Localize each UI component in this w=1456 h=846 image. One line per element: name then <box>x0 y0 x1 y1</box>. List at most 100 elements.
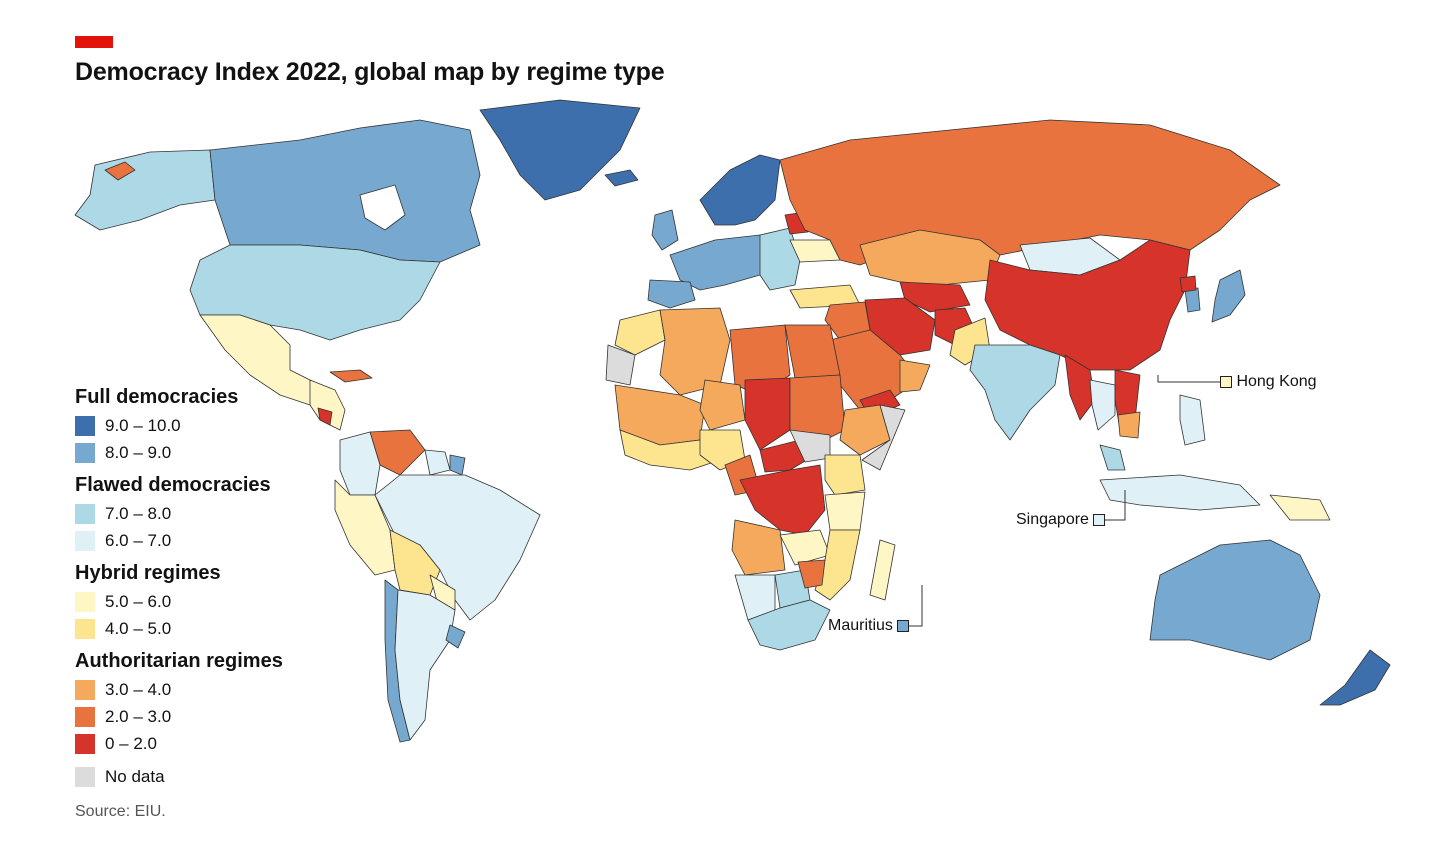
region-guyana <box>424 449 451 476</box>
singapore-leader <box>1102 490 1126 521</box>
region-morocco <box>614 309 666 356</box>
legend-swatch <box>75 530 95 551</box>
legend-group: Authoritarian regimes 3.0 – 4.0 2.0 – 3.0 0… <box>75 648 315 757</box>
legend-item: 6.0 – 7.0 <box>75 527 315 554</box>
legend-group: Hybrid regimes 5.0 – 6.0 4.0 – 5.0 <box>75 560 315 642</box>
legend-item: 9.0 – 10.0 <box>75 412 315 439</box>
legend-item-label: 2.0 – 3.0 <box>105 706 172 726</box>
region-japan <box>1211 269 1246 323</box>
region-somalia <box>861 404 906 471</box>
legend-item-label: 0 – 2.0 <box>105 733 157 753</box>
callout-hong-kong: Hong Kong <box>1220 373 1317 391</box>
callout-singapore: Singapore <box>1016 511 1106 529</box>
accent-bar <box>75 36 113 48</box>
region-cambodia <box>1117 411 1141 439</box>
legend-swatch <box>75 591 95 612</box>
legend-group: Flawed democracies 7.0 – 8.0 6.0 – 7.0 <box>75 472 315 554</box>
legend-item: 3.0 – 4.0 <box>75 676 315 703</box>
legend-swatch <box>75 733 95 754</box>
region-iceland <box>604 169 639 187</box>
region-egypt <box>784 324 841 379</box>
region-western-sahara <box>605 344 636 386</box>
legend-item: 7.0 – 8.0 <box>75 500 315 527</box>
region-new-zealand <box>1319 649 1391 706</box>
region-eastern-europe <box>759 227 801 291</box>
region-scandinavia <box>699 154 781 226</box>
legend-heading: Flawed democracies <box>75 474 271 496</box>
legend-swatch <box>75 706 95 727</box>
legend-item: 4.0 – 5.0 <box>75 615 315 642</box>
region-argentina <box>394 589 456 741</box>
region-central-america <box>309 379 346 431</box>
legend-item: 5.0 – 6.0 <box>75 588 315 615</box>
region-suriname <box>449 454 466 476</box>
region-algeria <box>659 307 731 396</box>
legend-item-label: 4.0 – 5.0 <box>105 618 172 638</box>
map-title: Democracy Index 2022, global map by regi… <box>75 58 665 86</box>
legend-heading: Hybrid regimes <box>75 562 221 584</box>
legend: Full democracies 9.0 – 10.0 8.0 – 9.0 Flawe… <box>75 384 315 791</box>
region-ethiopia <box>839 404 891 456</box>
region-south-africa <box>747 599 831 651</box>
region-china <box>984 239 1191 371</box>
region-greenland <box>479 99 641 201</box>
region-chad <box>744 377 791 451</box>
callout-mauritius-swatch <box>897 619 910 632</box>
region-drc <box>739 464 826 536</box>
region-uk <box>651 209 679 251</box>
region-png <box>1269 494 1331 521</box>
legend-item-label: 3.0 – 4.0 <box>105 679 172 699</box>
region-nicaragua <box>317 407 333 426</box>
legend-group: Full democracies 9.0 – 10.0 8.0 – 9.0 <box>75 384 315 466</box>
legend-item: 8.0 – 9.0 <box>75 439 315 466</box>
legend-swatch <box>75 618 95 639</box>
region-west-africa-coast <box>619 429 721 471</box>
mauritius-leader <box>908 585 923 627</box>
region-uruguay <box>445 624 466 649</box>
legend-heading: Full democracies <box>75 386 239 408</box>
legend-heading: Authoritarian regimes <box>75 650 283 672</box>
region-niger <box>699 379 746 431</box>
region-indonesia <box>1099 474 1261 511</box>
region-madagascar <box>869 539 896 601</box>
legend-item-label: 6.0 – 7.0 <box>105 530 172 550</box>
region-usa <box>189 244 441 341</box>
legend-swatch <box>75 503 95 524</box>
region-tanzania <box>824 491 866 531</box>
legend-swatch-no-data <box>75 767 95 787</box>
region-iberia <box>647 279 696 309</box>
region-alaska <box>74 149 216 231</box>
legend-item-label: 5.0 – 6.0 <box>105 591 172 611</box>
region-canada <box>209 119 481 263</box>
legend-item-label: 8.0 – 9.0 <box>105 442 172 462</box>
legend-item-label: 7.0 – 8.0 <box>105 503 172 523</box>
region-kenya-uganda <box>824 454 866 496</box>
region-myanmar <box>1064 354 1096 421</box>
region-india <box>969 344 1061 441</box>
legend-item-label: 9.0 – 10.0 <box>105 415 181 435</box>
source-note: Source: EIU. <box>75 803 166 820</box>
region-central-asia <box>899 281 971 313</box>
legend-swatch <box>75 415 95 436</box>
callout-mauritius: Mauritius <box>828 617 910 635</box>
region-cuba <box>329 369 373 383</box>
legend-item: 0 – 2.0 <box>75 730 315 757</box>
region-thailand <box>1089 379 1116 431</box>
region-zambia <box>779 529 831 566</box>
hong-kong-leader <box>1157 375 1220 383</box>
region-malaysia <box>1099 444 1126 471</box>
legend-swatch <box>75 679 95 700</box>
region-angola <box>731 519 786 576</box>
callout-hong-kong-swatch <box>1220 375 1232 388</box>
region-zimbabwe <box>797 559 826 589</box>
region-hudson-bay <box>359 184 406 231</box>
callout-singapore-label: Singapore <box>1016 511 1089 528</box>
region-russia <box>779 119 1281 266</box>
legend-no-data-label: No data <box>105 767 165 786</box>
callout-hong-kong-label: Hong Kong <box>1236 373 1317 390</box>
region-philippines <box>1179 394 1206 446</box>
callout-mauritius-label: Mauritius <box>828 617 893 634</box>
legend-item: 2.0 – 3.0 <box>75 703 315 730</box>
region-oman <box>899 359 931 393</box>
